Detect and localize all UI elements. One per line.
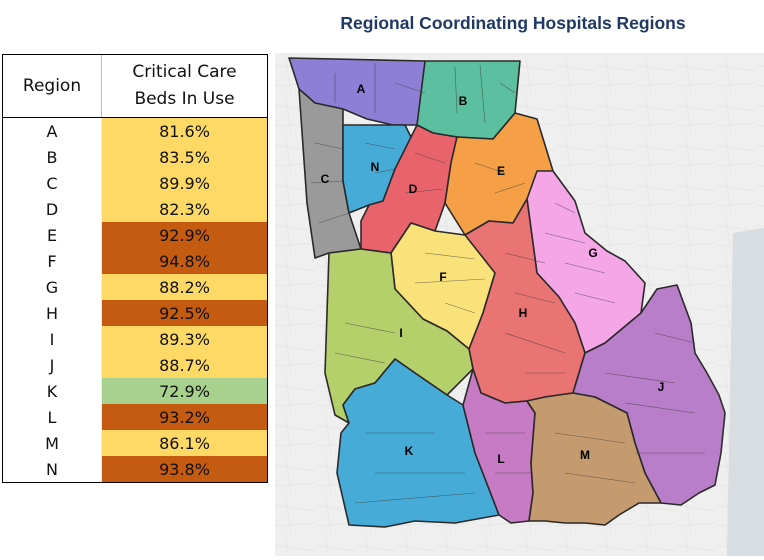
table-row: E 92.9% [3,222,267,248]
county-lines-north [334,63,516,124]
region-cell: E [3,222,102,248]
region-c-area [298,88,362,259]
region-cell: I [3,326,102,352]
region-label-i: I [399,326,402,340]
coastline [706,372,726,486]
table-header-row: Region Critical Care Beds In Use [3,55,267,118]
region-cell: A [3,117,102,144]
county-lines-south [334,322,705,504]
map-svg: A B C D E F G H I J K L M N [275,53,764,556]
beds-in-use-cell: 93.8% [101,456,267,482]
region-column-header: Region [3,55,102,118]
table-row: B 83.5% [3,144,267,170]
beds-in-use-cell: 94.8% [101,248,267,274]
beds-in-use-cell: 88.7% [101,352,267,378]
table-row: C 89.9% [3,170,267,196]
table-row: F 94.8% [3,248,267,274]
region-cell: K [3,378,102,404]
beds-in-use-cell: 86.1% [101,430,267,456]
table-row: M 86.1% [3,430,267,456]
beds-in-use-cell: 82.3% [101,196,267,222]
beds-in-use-cell: 81.6% [101,117,267,144]
table-row: N 93.8% [3,456,267,482]
beds-in-use-cell: 93.2% [101,404,267,430]
county-lines-west [310,142,396,224]
region-cell: C [3,170,102,196]
map-title: Regional Coordinating Hospitals Regions [340,13,686,33]
beds-in-use-cell: 83.5% [101,144,267,170]
table-row: I 89.3% [3,326,267,352]
region-label-k: K [405,444,414,458]
critical-care-table: Region Critical Care Beds In Use A 81.6% B… [2,54,268,483]
region-label-e: E [497,164,505,178]
table-row: G 88.2% [3,274,267,300]
region-cell: D [3,196,102,222]
table-row: K 72.9% [3,378,267,404]
table-row: H 92.5% [3,300,267,326]
region-label-n: N [371,160,380,174]
beds-in-use-cell: 88.2% [101,274,267,300]
region-label-b: B [459,94,468,108]
beds-in-use-cell: 89.9% [101,170,267,196]
region-cell: J [3,352,102,378]
region-cell: L [3,404,102,430]
region-label-d: D [409,182,418,196]
county-lines-central [404,152,526,314]
ocean-area [727,228,764,556]
region-label-g: G [588,246,597,260]
region-cell: F [3,248,102,274]
georgia-regions-map: A B C D E F G H I J K L M N [275,53,764,556]
county-lines-east [504,202,616,374]
region-label-c: C [321,172,330,186]
table-row: A 81.6% [3,117,267,144]
region-cell: H [3,300,102,326]
region-label-m: M [580,448,590,462]
region-label-f: F [439,270,446,284]
region-m-area [526,392,662,526]
region-cell: M [3,430,102,456]
beds-in-use-cell: 89.3% [101,326,267,352]
region-cell: B [3,144,102,170]
table-row: J 88.7% [3,352,267,378]
table-row: D 82.3% [3,196,267,222]
table-row: L 93.2% [3,404,267,430]
beds-header-line2: Beds In Use [134,89,235,109]
beds-header-line1: Critical Care [132,62,237,82]
beds-in-use-cell: 92.9% [101,222,267,248]
region-cell: N [3,456,102,482]
region-label-j: J [658,380,665,394]
beds-column-header: Critical Care Beds In Use [101,55,267,118]
beds-in-use-cell: 72.9% [101,378,267,404]
region-label-l: L [497,452,504,466]
region-cell: G [3,274,102,300]
region-label-a: A [357,82,366,96]
beds-in-use-cell: 92.5% [101,300,267,326]
region-label-h: H [519,306,528,320]
